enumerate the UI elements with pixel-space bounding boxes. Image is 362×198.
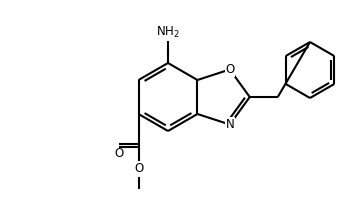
Text: N: N [226,118,234,131]
Text: O: O [114,147,123,160]
Text: NH$_2$: NH$_2$ [156,25,180,40]
Text: O: O [225,63,235,76]
Text: O: O [134,163,143,175]
